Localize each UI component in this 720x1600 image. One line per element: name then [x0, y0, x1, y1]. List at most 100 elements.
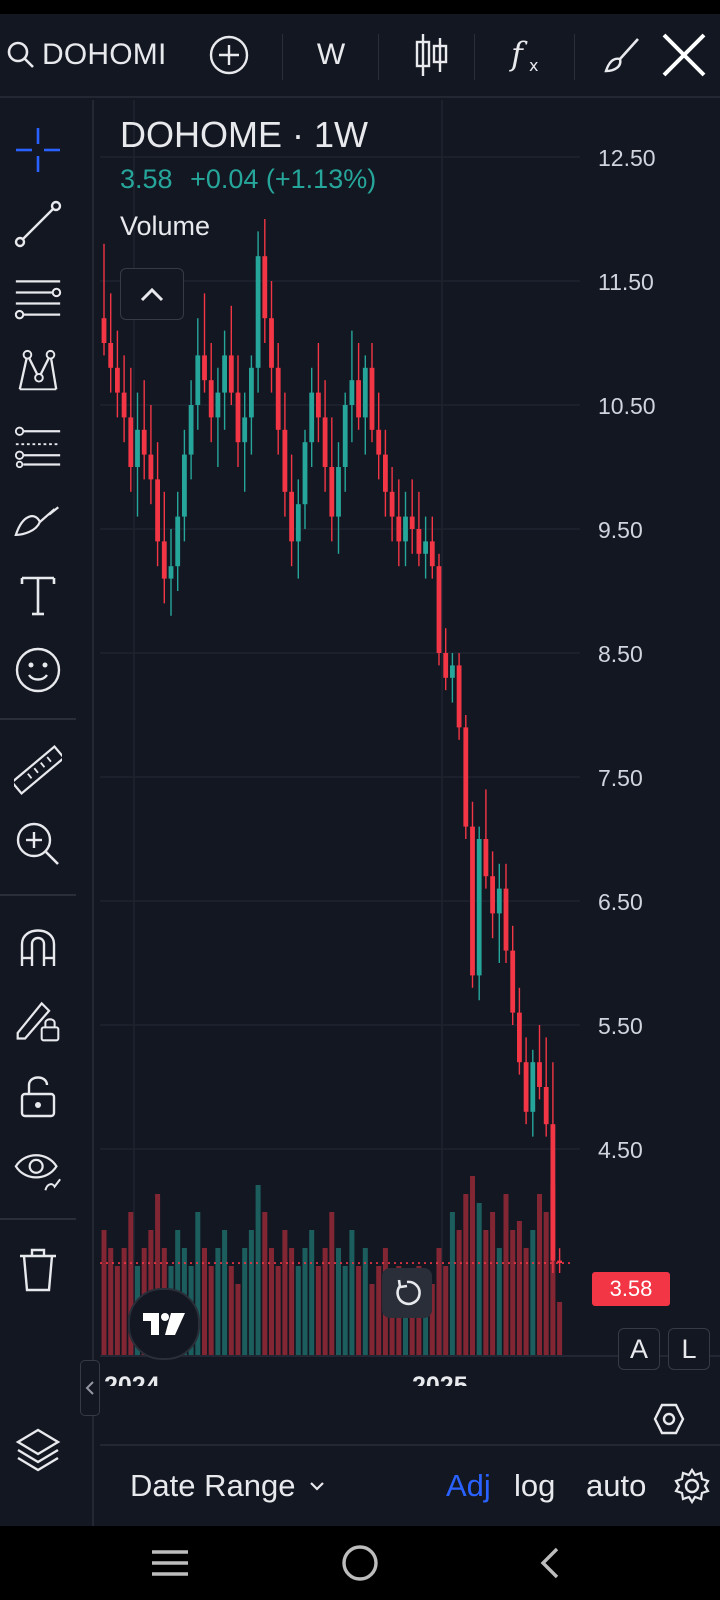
auto-toggle[interactable]: auto — [586, 1468, 647, 1503]
adjust-data-toggle[interactable]: Adj — [446, 1468, 491, 1503]
volume-bar — [235, 1284, 241, 1356]
date-range-button[interactable]: Date Range — [130, 1446, 327, 1526]
recent-apps-button[interactable] — [140, 1538, 200, 1588]
brush-tool[interactable] — [14, 498, 62, 546]
legend-volume-label[interactable]: Volume — [120, 211, 211, 241]
visibility-tool[interactable] — [14, 1146, 62, 1194]
chart-pane[interactable]: 12.50 11.50 10.50 9.50 8.50 7.50 6.50 5.50 4.50 2… — [100, 100, 720, 1386]
volume-bar — [262, 1212, 268, 1356]
candle-body — [470, 826, 475, 976]
chevron-up-icon — [140, 287, 164, 302]
zoom-in-icon — [16, 822, 59, 865]
drawing-toolbar — [0, 100, 94, 1526]
volume-bar — [496, 1248, 502, 1356]
volume-bar — [389, 1284, 395, 1356]
volume-bar — [248, 1230, 254, 1356]
pattern-tool[interactable] — [14, 348, 62, 396]
volume-bar — [436, 1248, 442, 1356]
candle-body — [101, 318, 107, 343]
y-tick-label: 12.50 — [598, 145, 656, 171]
x-tick-label: 2024 — [104, 1372, 160, 1386]
close-icon — [662, 33, 706, 77]
price-chart[interactable]: 12.50 11.50 10.50 9.50 8.50 7.50 6.50 5.50 4.50 2… — [100, 100, 720, 1386]
volume-bar — [195, 1212, 201, 1356]
tradingview-logo[interactable] — [128, 1288, 200, 1360]
magnet-tool[interactable] — [14, 922, 62, 970]
crosshair-tool[interactable] — [14, 126, 62, 174]
legend-change: +0.04 (+1.13%) — [190, 164, 377, 194]
candle-body — [376, 429, 382, 455]
timescale-settings-button[interactable] — [648, 1398, 690, 1440]
toolbar-toggle-button[interactable] — [80, 1360, 100, 1416]
drawings-button[interactable] — [594, 14, 650, 96]
back-icon — [540, 1547, 559, 1579]
candle-body — [362, 367, 368, 418]
candle-body — [108, 343, 114, 368]
candle-body — [269, 318, 274, 368]
candle-body — [389, 491, 395, 517]
close-button[interactable] — [656, 14, 712, 96]
legend-collapse-button[interactable] — [120, 268, 184, 320]
interval-button[interactable]: W — [316, 38, 346, 71]
volume-bar — [537, 1194, 542, 1356]
candle-body — [503, 888, 509, 951]
x-tick-label: 2025 — [412, 1372, 468, 1386]
candle-body — [121, 392, 127, 418]
candle-body — [295, 504, 301, 542]
zoom-tool[interactable] — [14, 820, 62, 868]
candle-body — [235, 392, 241, 443]
projection-tool[interactable] — [14, 422, 62, 470]
log-toggle[interactable]: log — [514, 1468, 556, 1503]
candle-body — [255, 256, 261, 368]
symbol-search-button[interactable]: DOHOMI — [0, 14, 186, 96]
eye-icon — [14, 1154, 61, 1191]
home-button[interactable] — [330, 1538, 390, 1588]
volume-bar — [449, 1212, 455, 1356]
volume-bar — [114, 1266, 120, 1356]
volume-bar — [302, 1248, 308, 1356]
y-tick-label: 7.50 — [598, 765, 643, 791]
text-tool[interactable] — [14, 572, 62, 620]
lock-drawings-tool[interactable] — [14, 996, 62, 1044]
volume-bar — [322, 1248, 328, 1356]
candle-body — [530, 1062, 536, 1112]
volume-bar — [269, 1248, 274, 1356]
ruler-tool[interactable] — [14, 744, 62, 796]
volume-bar — [349, 1230, 355, 1356]
gear-icon — [674, 1468, 710, 1504]
emoji-tool[interactable] — [14, 646, 62, 694]
candle-body — [242, 417, 248, 443]
reset-chart-button[interactable] — [382, 1268, 432, 1318]
object-tree-button[interactable] — [14, 1426, 62, 1474]
add-symbol-button[interactable] — [206, 14, 252, 96]
candle-body — [517, 1012, 522, 1063]
log-scale-button[interactable]: L — [668, 1328, 710, 1370]
candle-body — [443, 653, 449, 678]
volume-bar — [530, 1230, 536, 1356]
ruler-icon — [14, 744, 62, 796]
fib-tool[interactable] — [14, 274, 62, 322]
volume-bar — [476, 1203, 482, 1356]
candles-icon — [415, 34, 448, 76]
volume-bar — [228, 1266, 234, 1356]
candle-body — [115, 367, 120, 393]
candle-body — [383, 454, 388, 492]
volume-bar — [356, 1266, 362, 1356]
fib-levels-icon — [14, 280, 62, 320]
remove-drawings-tool[interactable] — [14, 1246, 62, 1294]
system-nav-bar — [0, 1526, 720, 1600]
svg-text:x: x — [529, 56, 538, 75]
chart-type-button[interactable] — [400, 14, 462, 96]
candle-body — [182, 454, 187, 517]
lock-tool[interactable] — [14, 1072, 62, 1120]
chart-settings-button[interactable] — [674, 1446, 710, 1526]
candle-body — [309, 392, 315, 443]
candle-body — [282, 429, 288, 492]
back-button[interactable] — [520, 1538, 580, 1588]
auto-scale-button[interactable]: A — [618, 1328, 660, 1370]
trend-line-tool[interactable] — [14, 200, 62, 248]
volume-bar — [336, 1248, 341, 1356]
candle-body — [336, 467, 341, 517]
volume-bar — [503, 1194, 509, 1356]
